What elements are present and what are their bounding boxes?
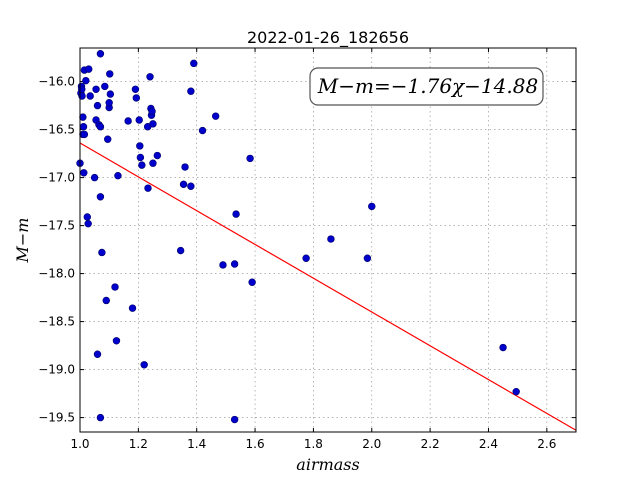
- data-point: [149, 159, 157, 167]
- data-point: [187, 87, 195, 95]
- data-point: [232, 210, 240, 218]
- fit-equation-annotation: M−m=−1.76χ−14.88: [309, 67, 544, 106]
- y-tick-label: −18.5: [38, 315, 75, 329]
- data-point: [124, 117, 132, 125]
- data-point: [148, 107, 156, 116]
- data-point: [499, 343, 507, 352]
- y-tick-label: −17.5: [38, 219, 75, 233]
- y-tick-label: −16.5: [38, 123, 75, 137]
- y-tick-label: −19.5: [38, 411, 75, 425]
- data-point: [83, 213, 91, 221]
- data-point: [198, 126, 207, 135]
- y-tick-label: −19.0: [38, 363, 75, 377]
- data-point: [82, 76, 90, 85]
- data-point: [78, 85, 86, 93]
- data-point: [90, 173, 99, 182]
- data-point: [230, 260, 239, 268]
- data-point: [93, 101, 102, 110]
- data-point: [96, 193, 105, 201]
- data-point: [79, 123, 88, 131]
- data-point: [102, 296, 110, 305]
- data-point: [132, 94, 141, 102]
- data-point: [187, 182, 195, 190]
- x-tick-label: 2.2: [421, 437, 440, 451]
- data-points-layer: [76, 50, 520, 424]
- data-point: [92, 85, 100, 93]
- x-tick-label: 2.4: [479, 437, 498, 451]
- data-point: [230, 415, 239, 424]
- data-point: [248, 278, 256, 286]
- data-point: [80, 169, 88, 177]
- y-tick-label: −17.0: [38, 171, 75, 185]
- y-tick-label: −18.0: [38, 267, 75, 281]
- chart-title: 2022-01-26_182656: [247, 28, 409, 48]
- data-point: [79, 113, 87, 121]
- data-point: [146, 73, 154, 81]
- data-point: [138, 161, 146, 169]
- data-point: [96, 413, 105, 422]
- fit-equation-text: M−m=−1.76χ−14.88: [317, 74, 538, 98]
- x-tick-label: 1.6: [246, 437, 265, 451]
- data-point: [131, 85, 140, 93]
- data-point: [153, 151, 162, 160]
- data-point: [114, 171, 122, 180]
- data-point: [86, 92, 94, 100]
- y-tick-label: −16.0: [38, 75, 75, 89]
- data-point: [302, 254, 310, 262]
- data-point: [246, 154, 254, 163]
- data-point: [106, 70, 114, 78]
- data-point: [135, 116, 143, 124]
- data-point: [128, 304, 137, 312]
- data-point: [80, 130, 89, 139]
- x-tick-label: 1.4: [187, 437, 206, 451]
- data-point: [363, 254, 372, 262]
- x-tick-label: 1.8: [304, 437, 323, 451]
- fit-line: [79, 142, 577, 431]
- data-point: [98, 248, 106, 257]
- fit-line-layer: [79, 142, 577, 431]
- axis-ticks: [79, 48, 576, 432]
- data-point: [512, 387, 520, 396]
- data-point: [136, 153, 145, 162]
- data-point: [106, 90, 115, 98]
- data-point: [190, 59, 198, 68]
- data-point: [176, 246, 185, 255]
- data-point: [111, 283, 119, 291]
- plot-frame: [79, 47, 577, 433]
- axis-tick-labels: 1.0 1.2 1.4 1.6 1.8 2.0 2.2 2.4 2.6 −16.0 −16.5 −17…: [38, 75, 556, 451]
- data-point: [219, 261, 227, 269]
- data-point: [144, 184, 152, 192]
- data-point: [104, 135, 112, 143]
- data-point: [105, 99, 113, 107]
- data-point: [85, 65, 93, 73]
- data-point: [96, 123, 105, 131]
- data-point: [93, 350, 102, 358]
- data-point: [149, 120, 157, 128]
- data-point: [368, 202, 376, 211]
- data-point: [112, 337, 121, 345]
- data-point: [84, 219, 92, 228]
- data-point: [96, 50, 105, 58]
- x-tick-label: 1.0: [70, 437, 89, 451]
- data-point: [211, 112, 220, 120]
- y-axis-label: M−m: [13, 218, 32, 264]
- x-axis-label: airmass: [296, 455, 359, 474]
- x-tick-label: 2.0: [362, 437, 381, 451]
- data-point: [179, 180, 188, 189]
- data-point: [327, 235, 335, 243]
- data-point: [181, 163, 189, 171]
- annotation-box: [309, 67, 544, 106]
- data-point: [101, 82, 109, 91]
- data-point: [136, 142, 144, 150]
- data-point: [140, 361, 148, 369]
- x-tick-label: 1.2: [129, 437, 148, 451]
- x-tick-label: 2.6: [537, 437, 556, 451]
